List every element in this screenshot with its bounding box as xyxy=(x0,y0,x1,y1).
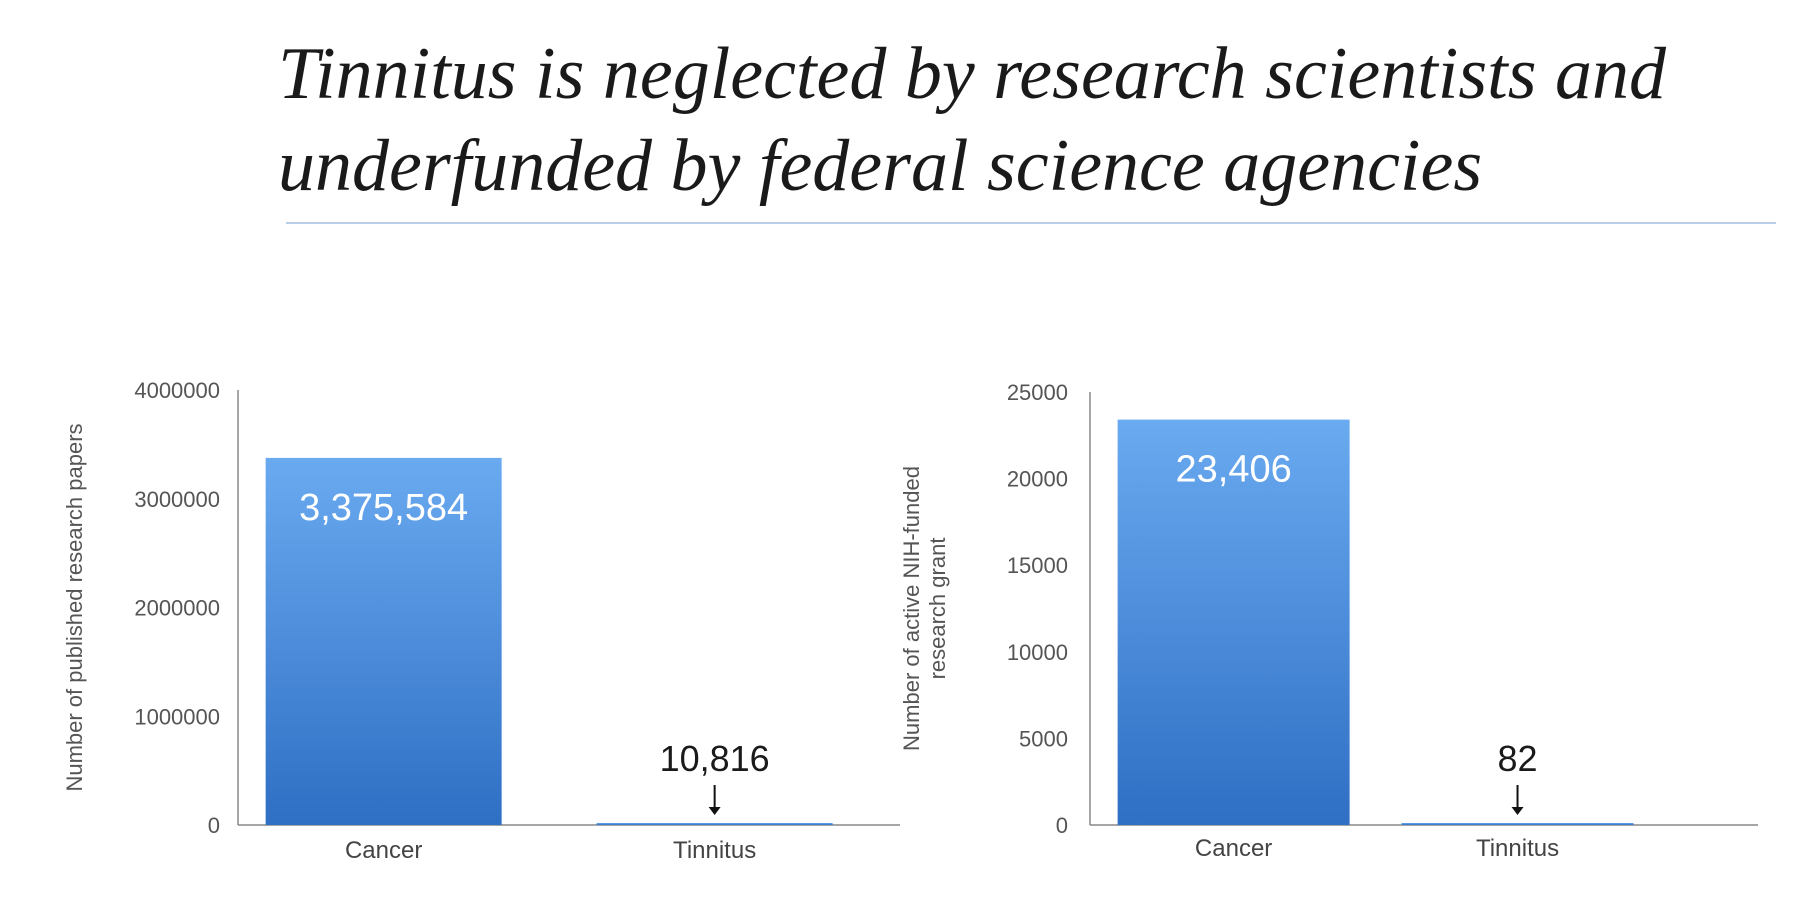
bar-cancer xyxy=(1117,419,1350,825)
y-tick-label: 2000000 xyxy=(134,596,220,621)
slide-title: Tinnitus is neglected by research scient… xyxy=(278,28,1758,212)
y-tick-label: 1000000 xyxy=(134,704,220,729)
x-tick-label: Tinnitus xyxy=(1476,835,1559,862)
y-axis-title: research grant xyxy=(925,538,950,680)
y-tick-label: 10000 xyxy=(1007,640,1068,665)
data-label: 10,816 xyxy=(660,738,770,779)
title-divider xyxy=(286,222,1776,224)
bar-cancer xyxy=(265,457,502,825)
data-label: 3,375,584 xyxy=(299,487,468,529)
arrow-head xyxy=(1511,807,1524,815)
arrow-head xyxy=(708,807,721,815)
data-label: 82 xyxy=(1497,738,1537,779)
y-tick-label: 20000 xyxy=(1007,467,1068,492)
x-tick-label: Tinnitus xyxy=(673,837,756,864)
bar-tinnitus xyxy=(596,823,833,825)
y-tick-label: 25000 xyxy=(1007,380,1068,405)
x-tick-label: Cancer xyxy=(1195,835,1272,862)
slide-title-line-1: Tinnitus is neglected by research scient… xyxy=(278,33,1667,115)
data-label: 23,406 xyxy=(1176,449,1292,491)
y-tick-label: 4000000 xyxy=(134,378,220,403)
slide-title-line-2: underfunded by federal science agencies xyxy=(278,125,1483,207)
papers-bar-chart: 0 1000000 2000000 3000000 4000000 Number of p… xyxy=(62,378,900,864)
y-tick-label: 3000000 xyxy=(134,487,220,512)
y-tick-label: 0 xyxy=(208,813,220,838)
bar-tinnitus xyxy=(1401,823,1634,825)
y-tick-label: 0 xyxy=(1056,813,1068,838)
grants-bar-chart: 0 5000 10000 15000 20000 25000 Number of activ… xyxy=(899,380,1758,862)
y-axis-title: Number of published research papers xyxy=(62,423,87,791)
y-tick-label: 5000 xyxy=(1019,726,1068,751)
y-tick-label: 15000 xyxy=(1007,553,1068,578)
y-axis-title: Number of active NIH-funded xyxy=(899,466,924,751)
x-tick-label: Cancer xyxy=(345,837,422,864)
